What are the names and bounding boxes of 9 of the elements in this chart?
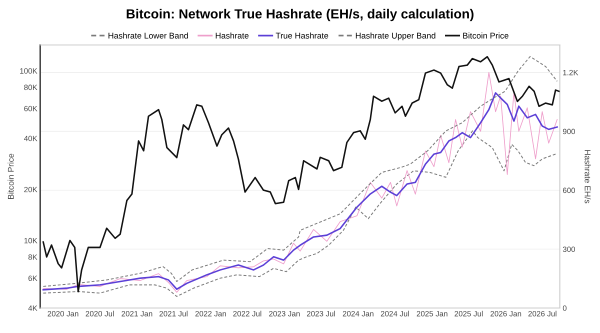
legend-label: Hashrate (216, 32, 249, 39)
legend-label: Bitcoin Price (463, 32, 508, 39)
legend-label: Hashrate Lower Band (108, 32, 188, 39)
legend-label: Hashrate Upper Band (356, 32, 436, 40)
y2-axis-title: Hashrate EH/s (584, 150, 591, 204)
legend-label: True Hashrate (276, 32, 328, 39)
chart-title: Bitcoin: Network True Hashrate (EH/s, daily calculation) (126, 8, 474, 22)
y-axis-title: Bitcoin Price (8, 154, 14, 199)
line-series (42, 130, 556, 297)
